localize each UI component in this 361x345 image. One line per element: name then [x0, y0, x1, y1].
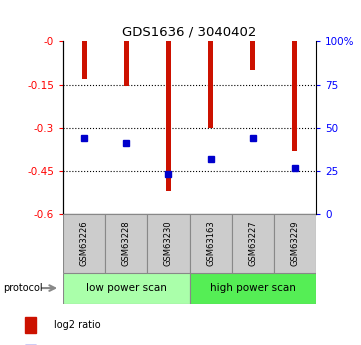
Bar	[82, 41, 87, 79]
Text: GSM63230: GSM63230	[164, 220, 173, 266]
Bar	[250, 41, 255, 70]
Bar	[232, 214, 274, 273]
Bar	[166, 41, 171, 191]
Text: high power scan: high power scan	[210, 283, 296, 293]
Text: low power scan: low power scan	[86, 283, 167, 293]
Bar	[25, 317, 36, 333]
Text: GSM63226: GSM63226	[80, 220, 89, 266]
Bar	[190, 273, 316, 304]
Text: GSM63227: GSM63227	[248, 220, 257, 266]
Bar	[292, 41, 297, 151]
Bar	[63, 273, 190, 304]
Text: protocol: protocol	[4, 283, 43, 293]
Bar	[190, 214, 232, 273]
Text: GSM63163: GSM63163	[206, 220, 215, 266]
Bar	[274, 214, 316, 273]
Bar	[208, 41, 213, 128]
Text: GSM63229: GSM63229	[290, 220, 299, 266]
Text: GSM63228: GSM63228	[122, 220, 131, 266]
Bar	[124, 41, 129, 86]
Bar	[147, 214, 190, 273]
Bar	[105, 214, 147, 273]
Bar	[63, 214, 105, 273]
Title: GDS1636 / 3040402: GDS1636 / 3040402	[122, 26, 257, 39]
Text: log2 ratio: log2 ratio	[54, 320, 100, 330]
